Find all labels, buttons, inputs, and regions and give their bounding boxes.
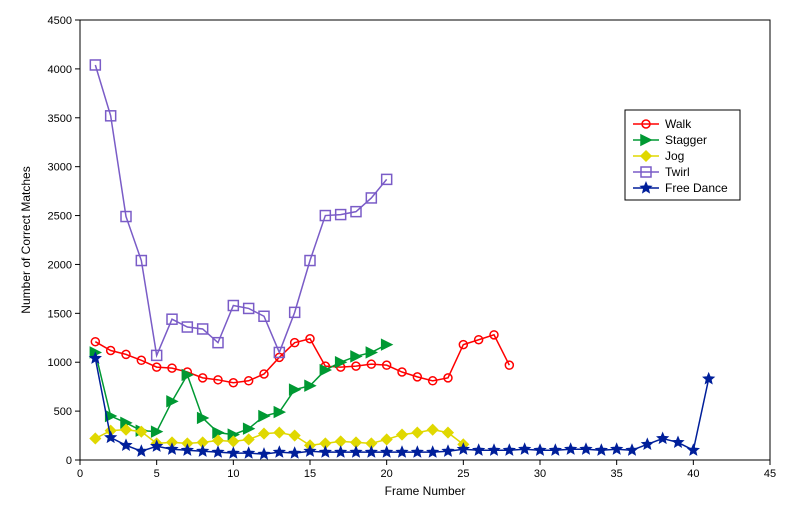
y-tick-label: 4500 xyxy=(48,15,72,27)
data-marker xyxy=(382,340,392,350)
data-marker xyxy=(167,444,177,453)
y-tick-label: 1000 xyxy=(48,357,72,369)
data-marker xyxy=(367,447,377,456)
x-axis-label: Frame Number xyxy=(385,484,466,498)
data-marker xyxy=(183,445,193,454)
data-marker xyxy=(152,427,162,437)
x-tick-label: 15 xyxy=(304,468,316,480)
data-marker xyxy=(397,447,407,456)
y-tick-label: 2500 xyxy=(48,211,72,223)
data-marker xyxy=(474,445,484,454)
data-marker xyxy=(259,449,269,458)
data-marker xyxy=(290,431,300,441)
data-marker xyxy=(351,447,361,456)
series-stagger xyxy=(90,340,391,440)
x-tick-label: 25 xyxy=(457,468,469,480)
data-marker xyxy=(566,444,576,453)
data-marker xyxy=(259,429,269,439)
y-tick-label: 3000 xyxy=(48,162,72,174)
data-marker xyxy=(581,444,591,453)
data-marker xyxy=(535,445,545,454)
data-marker xyxy=(121,440,131,449)
data-marker xyxy=(321,447,331,456)
data-marker xyxy=(336,436,346,446)
y-tick-label: 1500 xyxy=(48,308,72,320)
legend-label: Twirl xyxy=(665,165,690,179)
data-marker xyxy=(551,445,561,454)
x-tick-label: 0 xyxy=(77,468,83,480)
x-tick-label: 45 xyxy=(764,468,776,480)
data-marker xyxy=(198,446,208,455)
y-tick-label: 2000 xyxy=(48,259,72,271)
data-marker xyxy=(275,447,285,456)
data-marker xyxy=(412,428,422,438)
data-marker xyxy=(413,447,423,456)
data-marker xyxy=(489,445,499,454)
y-tick-label: 3500 xyxy=(48,113,72,125)
data-marker xyxy=(167,396,177,406)
x-tick-label: 40 xyxy=(687,468,699,480)
x-tick-label: 20 xyxy=(381,468,393,480)
data-marker xyxy=(366,347,376,357)
data-marker xyxy=(137,446,147,455)
data-marker xyxy=(704,374,714,383)
plot-area xyxy=(80,20,770,460)
data-marker xyxy=(597,445,607,454)
x-tick-label: 30 xyxy=(534,468,546,480)
data-marker xyxy=(213,447,223,456)
chart-container: 0 5 10 15 20 25 30 35 40 45 Frame Number 0 500 1000 15… xyxy=(0,0,800,511)
data-marker xyxy=(244,434,254,444)
data-marker xyxy=(351,351,361,361)
data-marker xyxy=(290,448,300,457)
data-marker xyxy=(274,428,284,438)
data-marker xyxy=(612,444,622,453)
data-marker xyxy=(90,433,100,443)
series-line xyxy=(95,345,386,435)
data-marker xyxy=(658,433,668,442)
data-marker xyxy=(244,448,254,457)
y-tick-label: 4000 xyxy=(48,64,72,76)
data-marker xyxy=(689,445,699,454)
data-marker xyxy=(229,448,239,457)
y-axis-label: Number of Correct Matches xyxy=(19,166,33,313)
data-marker xyxy=(520,444,530,453)
x-tick-label: 35 xyxy=(611,468,623,480)
data-marker xyxy=(106,433,116,442)
y-tick-label: 0 xyxy=(66,455,72,467)
y-tick-label: 500 xyxy=(54,406,72,418)
data-marker xyxy=(428,425,438,435)
data-marker xyxy=(274,407,284,417)
data-marker xyxy=(336,447,346,456)
series-line xyxy=(95,335,509,383)
chart-svg: 0 5 10 15 20 25 30 35 40 45 Frame Number 0 500 1000 15… xyxy=(0,0,800,511)
legend-label: Stagger xyxy=(665,133,707,147)
data-marker xyxy=(443,446,453,455)
data-marker xyxy=(259,411,269,421)
legend-label: Jog xyxy=(665,149,684,163)
data-marker xyxy=(627,445,637,454)
data-marker xyxy=(505,445,515,454)
x-tick-label: 10 xyxy=(227,468,239,480)
legend-label: Free Dance xyxy=(665,181,728,195)
data-marker xyxy=(397,430,407,440)
legend: Walk Stagger Jog Twirl Free Dance xyxy=(625,110,740,200)
data-marker xyxy=(290,385,300,395)
data-marker xyxy=(673,437,683,446)
data-marker xyxy=(382,434,392,444)
data-marker xyxy=(643,439,653,448)
data-marker xyxy=(505,361,513,369)
data-marker xyxy=(428,447,438,456)
data-marker xyxy=(382,447,392,456)
series-twirl xyxy=(90,60,391,360)
x-tick-label: 5 xyxy=(154,468,160,480)
legend-label: Walk xyxy=(665,117,692,131)
